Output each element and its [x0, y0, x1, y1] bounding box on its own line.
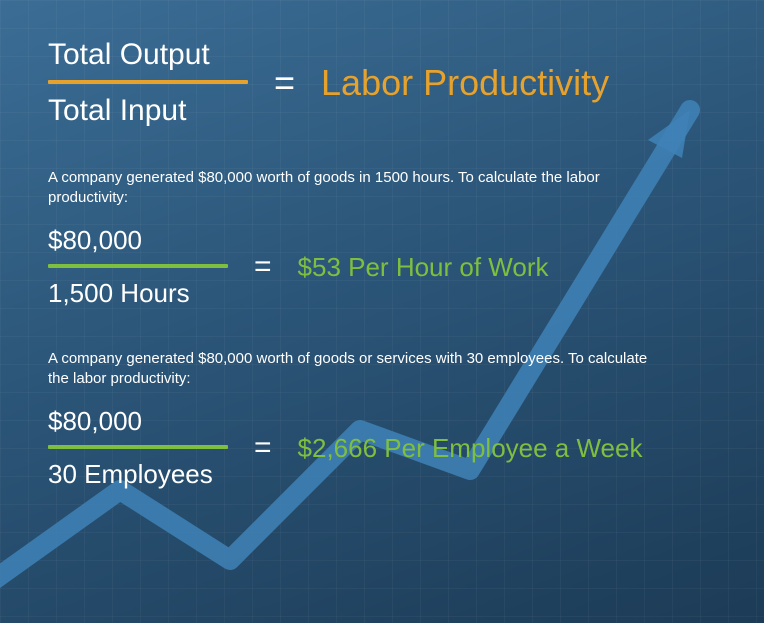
example-2-numerator: $80,000 — [48, 406, 228, 437]
example-1-denominator: 1,500 Hours — [48, 278, 228, 309]
example-2-result: $2,666 Per Employee a Week — [298, 433, 643, 464]
content-area: Total Output Total Input = Labor Product… — [0, 0, 764, 623]
main-fraction-bar — [48, 80, 248, 84]
example-2-formula: $80,000 30 Employees = $2,666 Per Employ… — [48, 406, 716, 490]
example-1-equals: = — [254, 250, 272, 284]
example-1-fraction: $80,000 1,500 Hours — [48, 225, 228, 309]
example-2-description: A company generated $80,000 worth of goo… — [48, 349, 668, 388]
main-numerator: Total Output — [48, 38, 248, 72]
example-1-fraction-bar — [48, 264, 228, 268]
main-equals: = — [274, 62, 295, 104]
example-2-fraction: $80,000 30 Employees — [48, 406, 228, 490]
example-1-formula: $80,000 1,500 Hours = $53 Per Hour of Wo… — [48, 225, 716, 309]
example-1-numerator: $80,000 — [48, 225, 228, 256]
example-1-description: A company generated $80,000 worth of goo… — [48, 168, 668, 207]
example-2-equals: = — [254, 431, 272, 465]
main-denominator: Total Input — [48, 94, 248, 128]
main-fraction: Total Output Total Input — [48, 38, 248, 128]
example-1: A company generated $80,000 worth of goo… — [48, 168, 716, 309]
example-1-result: $53 Per Hour of Work — [298, 252, 549, 283]
main-result: Labor Productivity — [321, 62, 609, 104]
example-2-fraction-bar — [48, 445, 228, 449]
example-2: A company generated $80,000 worth of goo… — [48, 349, 716, 490]
example-2-denominator: 30 Employees — [48, 459, 228, 490]
main-formula: Total Output Total Input = Labor Product… — [48, 38, 716, 128]
